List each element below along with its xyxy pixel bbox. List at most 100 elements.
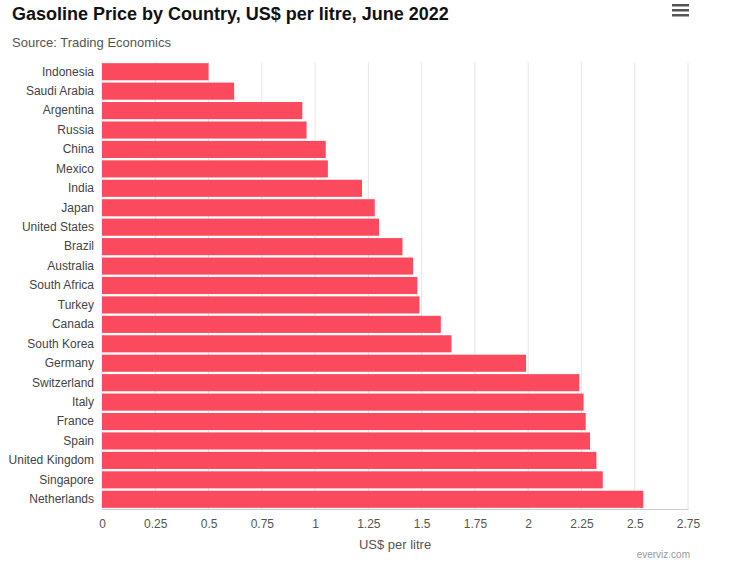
y-tick-label: Australia xyxy=(47,259,94,273)
y-tick: Germany xyxy=(45,356,102,370)
menu-icon-line[interactable] xyxy=(672,9,689,12)
y-tick: Spain xyxy=(63,434,102,448)
credit[interactable]: everviz.com xyxy=(637,549,690,560)
y-tick-label: Indonesia xyxy=(42,65,94,79)
x-tick-label: 1.25 xyxy=(357,517,381,531)
y-tick-label: Spain xyxy=(63,434,94,448)
y-tick: France xyxy=(57,414,102,428)
menu-icon[interactable] xyxy=(672,4,689,17)
bar xyxy=(102,432,590,449)
y-tick-label: United Kingdom xyxy=(9,453,94,467)
y-tick-label: Switzerland xyxy=(32,376,94,390)
y-tick: United Kingdom xyxy=(9,453,102,467)
y-tick-label: Italy xyxy=(72,395,94,409)
y-tick-label: Mexico xyxy=(56,162,94,176)
x-tick: 2.5 xyxy=(627,509,644,531)
y-tick-label: South Africa xyxy=(29,278,94,292)
x-tick-label: 2.5 xyxy=(627,517,644,531)
subtitle: Source: Trading Economics xyxy=(12,35,171,50)
x-tick-label: 0.5 xyxy=(201,517,218,531)
x-tick-label: 0 xyxy=(99,517,106,531)
x-tick: 0.75 xyxy=(251,509,275,531)
bar xyxy=(102,277,417,294)
x-axis-title: US$ per litre xyxy=(359,537,431,552)
x-tick: 0.25 xyxy=(144,509,168,531)
bars xyxy=(102,63,643,508)
x-tick: 2.75 xyxy=(677,509,701,531)
grid-line xyxy=(688,62,689,509)
y-tick: China xyxy=(63,142,102,156)
bar xyxy=(102,394,584,411)
y-tick-label: France xyxy=(57,414,95,428)
bar xyxy=(102,258,413,275)
y-tick: Canada xyxy=(52,317,102,331)
x-tick: 1.75 xyxy=(464,509,488,531)
bar xyxy=(102,335,451,352)
bar xyxy=(102,452,596,469)
x-tick-label: 1.5 xyxy=(414,517,431,531)
y-tick: South Korea xyxy=(27,337,102,351)
title: Gasoline Price by Country, US$ per litre… xyxy=(12,4,449,24)
bar xyxy=(102,471,603,488)
x-axis: 0 0.25 0.5 0.75 1 1.25 1.5 1.75 2 2.25 2.5 2.75 xyxy=(99,509,700,531)
grid xyxy=(102,62,688,509)
y-axis: Indonesia Saudi Arabia Argentina Russia Chin… xyxy=(9,63,103,510)
x-axis-line xyxy=(103,509,689,510)
y-tick: Argentina xyxy=(43,103,102,117)
y-tick-label: Russia xyxy=(57,123,94,137)
grid-line xyxy=(634,62,635,509)
x-tick: 0.5 xyxy=(201,509,218,531)
x-tick: 0 xyxy=(99,509,106,531)
menu-icon-line[interactable] xyxy=(672,4,689,7)
x-tick: 1.5 xyxy=(414,509,431,531)
bar xyxy=(102,238,402,255)
bar xyxy=(102,219,379,236)
bar xyxy=(102,63,209,80)
x-tick-label: 2 xyxy=(525,517,532,531)
bar xyxy=(102,296,420,313)
x-tick-label: 2.75 xyxy=(677,517,701,531)
y-tick: Italy xyxy=(72,395,102,409)
y-tick: Netherlands xyxy=(29,492,102,506)
y-tick: Brazil xyxy=(64,239,102,253)
y-tick-label: Saudi Arabia xyxy=(26,84,94,98)
bar xyxy=(102,316,441,333)
x-tick-label: 1.75 xyxy=(464,517,488,531)
y-tick-label: Netherlands xyxy=(29,492,94,506)
bar xyxy=(102,180,362,197)
y-tick: Australia xyxy=(47,259,102,273)
y-tick: India xyxy=(68,181,102,195)
y-tick-label: Turkey xyxy=(58,298,94,312)
y-tick: Russia xyxy=(57,123,102,137)
bar xyxy=(102,121,307,138)
y-tick-label: Canada xyxy=(52,317,94,331)
x-tick-label: 1 xyxy=(312,517,319,531)
y-tick: Turkey xyxy=(58,298,102,312)
x-tick-label: 0.75 xyxy=(251,517,275,531)
x-tick: 2.25 xyxy=(570,509,594,531)
x-tick: 1 xyxy=(312,509,319,531)
bar xyxy=(102,374,579,391)
bar xyxy=(102,355,526,372)
y-tick-label: China xyxy=(63,142,95,156)
y-tick: Indonesia xyxy=(42,65,102,79)
bar xyxy=(102,491,643,508)
y-tick-label: Japan xyxy=(61,201,94,215)
menu-icon-line[interactable] xyxy=(672,14,689,17)
bar xyxy=(102,413,586,430)
x-tick: 1.25 xyxy=(357,509,381,531)
x-tick-label: 2.25 xyxy=(570,517,594,531)
y-axis-line xyxy=(102,63,103,510)
y-tick-label: Germany xyxy=(45,356,94,370)
y-tick: South Africa xyxy=(29,278,102,292)
y-tick: Mexico xyxy=(56,162,102,176)
bar xyxy=(102,160,328,177)
y-tick-label: India xyxy=(68,181,94,195)
y-tick-label: Singapore xyxy=(39,473,94,487)
bar xyxy=(102,102,302,119)
y-tick-label: United States xyxy=(22,220,94,234)
y-tick: Japan xyxy=(61,201,102,215)
y-tick-label: South Korea xyxy=(27,337,94,351)
bar xyxy=(102,141,326,158)
y-tick: Saudi Arabia xyxy=(26,84,102,98)
